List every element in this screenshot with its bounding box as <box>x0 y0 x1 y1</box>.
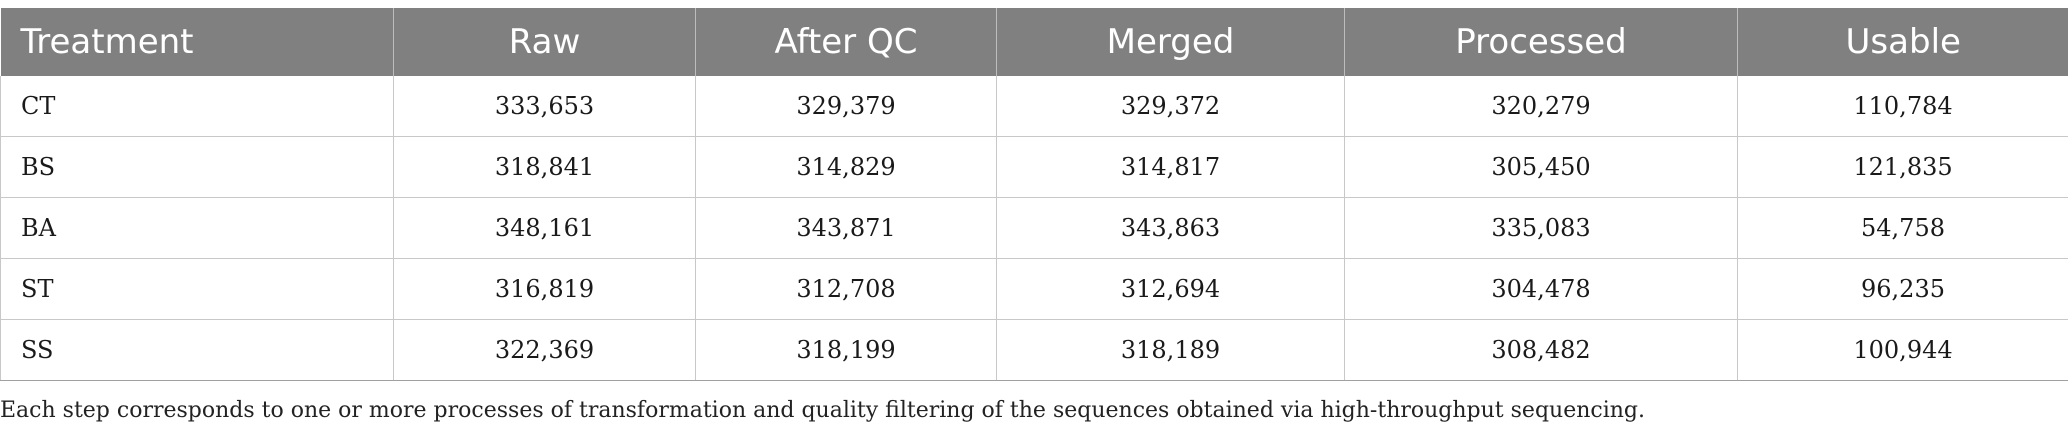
table-header-row: Treatment Raw After QC Merged Processed … <box>0 8 2068 76</box>
cell-processed: 335,083 <box>1344 197 1738 259</box>
cell-usable: 110,784 <box>1737 76 2068 137</box>
cell-merged: 343,863 <box>996 197 1345 259</box>
table-row: BA 348,161 343,871 343,863 335,083 54,75… <box>0 197 2068 259</box>
cell-after-qc: 318,199 <box>695 319 997 381</box>
cell-merged: 329,372 <box>996 76 1345 137</box>
data-table-container: Treatment Raw After QC Merged Processed … <box>0 8 2068 381</box>
sequence-counts-table: Treatment Raw After QC Merged Processed … <box>0 8 2068 381</box>
table-footnote: Each step corresponds to one or more pro… <box>0 398 1645 423</box>
table-row: BS 318,841 314,829 314,817 305,450 121,8… <box>0 136 2068 198</box>
cell-raw: 333,653 <box>393 76 696 137</box>
cell-processed: 308,482 <box>1344 319 1738 381</box>
cell-usable: 121,835 <box>1737 136 2068 198</box>
cell-treatment: SS <box>0 319 394 381</box>
cell-after-qc: 329,379 <box>695 76 997 137</box>
cell-after-qc: 312,708 <box>695 258 997 320</box>
cell-merged: 312,694 <box>996 258 1345 320</box>
cell-after-qc: 314,829 <box>695 136 997 198</box>
cell-merged: 314,817 <box>996 136 1345 198</box>
cell-raw: 322,369 <box>393 319 696 381</box>
cell-processed: 305,450 <box>1344 136 1738 198</box>
cell-treatment: BS <box>0 136 394 198</box>
cell-treatment: BA <box>0 197 394 259</box>
header-after-qc: After QC <box>695 8 997 76</box>
cell-processed: 320,279 <box>1344 76 1738 137</box>
table-row: CT 333,653 329,379 329,372 320,279 110,7… <box>0 76 2068 137</box>
cell-raw: 318,841 <box>393 136 696 198</box>
table-row: SS 322,369 318,199 318,189 308,482 100,9… <box>0 319 2068 381</box>
cell-treatment: CT <box>0 76 394 137</box>
cell-usable: 100,944 <box>1737 319 2068 381</box>
cell-treatment: ST <box>0 258 394 320</box>
header-treatment: Treatment <box>0 8 394 76</box>
cell-usable: 96,235 <box>1737 258 2068 320</box>
cell-after-qc: 343,871 <box>695 197 997 259</box>
header-merged: Merged <box>996 8 1345 76</box>
header-usable: Usable <box>1737 8 2068 76</box>
table-row: ST 316,819 312,708 312,694 304,478 96,23… <box>0 258 2068 320</box>
cell-raw: 316,819 <box>393 258 696 320</box>
cell-processed: 304,478 <box>1344 258 1738 320</box>
cell-merged: 318,189 <box>996 319 1345 381</box>
cell-usable: 54,758 <box>1737 197 2068 259</box>
cell-raw: 348,161 <box>393 197 696 259</box>
header-processed: Processed <box>1344 8 1738 76</box>
header-raw: Raw <box>393 8 696 76</box>
